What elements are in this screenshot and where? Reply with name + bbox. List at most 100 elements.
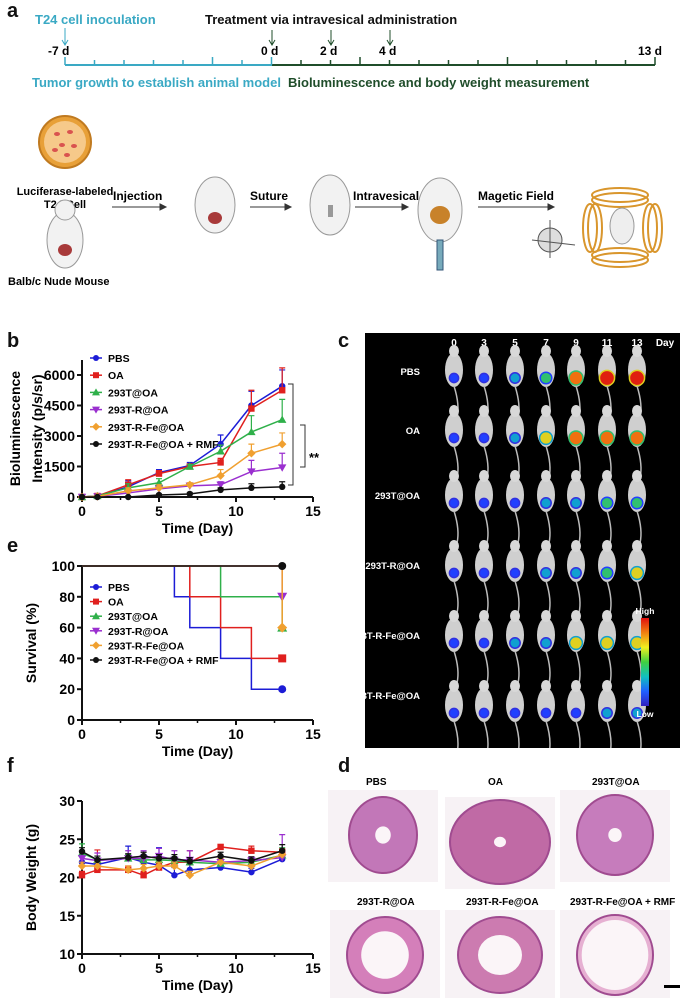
y-tick-label: 40	[59, 650, 75, 666]
signal-spot	[478, 707, 490, 719]
mouse-tail	[545, 580, 551, 614]
mouse-head	[632, 540, 642, 552]
mouse-image	[567, 540, 585, 614]
mouse-tail	[545, 650, 551, 684]
helmholtz-coil-icon	[582, 187, 663, 268]
day-header: 11	[602, 338, 613, 349]
legend-item: 293T-R-Fe@OA	[90, 422, 185, 434]
mouse-image	[628, 540, 646, 614]
mouse-head	[541, 540, 551, 552]
x-tick-label: 15	[305, 503, 321, 519]
histology-label-293t-oa: 293T@OA	[592, 777, 640, 788]
series-5	[82, 562, 287, 570]
mouse-image	[598, 345, 616, 419]
row-label: 293T-R-Fe@OA	[365, 631, 420, 642]
data-point	[278, 562, 287, 570]
histology-label-pbs: PBS	[366, 777, 387, 788]
petri-dish-icon	[38, 115, 92, 169]
data-point	[93, 372, 99, 379]
y-tick-label: 25	[59, 831, 75, 847]
mouse-tail	[514, 650, 520, 684]
data-point	[278, 415, 287, 423]
bladder-lumen	[581, 920, 649, 990]
legend-item: OA	[90, 370, 124, 382]
mouse-head	[571, 680, 581, 692]
data-point	[247, 449, 256, 458]
mouse-head	[571, 345, 581, 357]
signal-spot	[629, 430, 645, 446]
mouse-image	[537, 405, 555, 479]
y-axis-label: Intensity (p/s/sr)	[29, 374, 45, 482]
data-point	[216, 858, 225, 867]
data-point	[139, 864, 148, 873]
data-point	[217, 852, 224, 860]
legend-label: 293T-R@OA	[108, 626, 169, 638]
x-tick-label: 15	[305, 726, 321, 742]
bladder-lumen	[608, 828, 622, 842]
data-point	[93, 584, 99, 590]
mouse-image	[537, 540, 555, 614]
x-tick-label: 15	[305, 960, 321, 976]
y-tick-label: 80	[59, 589, 75, 605]
day-label-2: 2 d	[320, 44, 338, 58]
histology-label-rmf: 293T-R-Fe@OA + RMF	[570, 897, 676, 908]
data-point	[217, 843, 224, 851]
signal-spot	[598, 369, 616, 387]
y-tick-label: 30	[59, 793, 75, 809]
mouse-head	[479, 405, 489, 417]
data-point	[140, 852, 147, 860]
mouse-image	[598, 610, 616, 684]
series-line	[81, 443, 283, 498]
mouse-tail	[453, 510, 459, 544]
mouse-image	[445, 345, 463, 419]
mouse-head	[479, 345, 489, 357]
histology-image	[560, 910, 670, 998]
mouse-head	[479, 610, 489, 622]
signal-spot	[600, 566, 614, 580]
legend-item: 293T-R-Fe@OA	[90, 640, 185, 652]
chart-b: 0 5 10 15 0 1500 3000 4500 6000 Time (Day) Biolumi…	[7, 353, 321, 536]
mouse-head	[632, 345, 642, 357]
schematic-illustration	[38, 115, 663, 271]
mouse-head	[479, 680, 489, 692]
data-point	[279, 387, 286, 394]
mouse-tail	[575, 510, 581, 544]
mouse-image	[475, 610, 493, 684]
data-point	[279, 483, 286, 491]
mouse-image	[537, 610, 555, 684]
mouse-tail	[606, 510, 612, 544]
data-point	[216, 471, 225, 480]
series-line	[81, 856, 283, 877]
series-2	[77, 843, 287, 867]
series-line	[82, 565, 283, 690]
signal-spot	[540, 497, 552, 509]
signal-spot	[448, 567, 460, 579]
day-label-minus7: -7 d	[48, 44, 70, 58]
mouse-tail	[636, 650, 642, 684]
signal-spot	[629, 565, 645, 581]
day-header: 0	[451, 338, 457, 349]
data-point	[277, 622, 288, 633]
y-tick-label: 15	[59, 908, 75, 924]
x-axis-label: Time (Day)	[162, 743, 233, 759]
mouse-image	[475, 405, 493, 479]
y-tick-label: 0	[67, 712, 75, 728]
data-point	[140, 872, 147, 879]
panel-label-d: d	[338, 755, 351, 777]
mouse-image	[506, 470, 524, 544]
mouse-image	[628, 405, 646, 479]
day-header: 7	[543, 338, 549, 349]
data-point	[93, 598, 99, 605]
panel-label-b: b	[7, 330, 20, 352]
data-point	[278, 685, 287, 694]
histology-image	[560, 790, 670, 882]
phase1-label: Tumor growth to establish animal model	[32, 75, 281, 90]
mouse-head	[510, 610, 520, 622]
legend-label: PBS	[108, 353, 130, 365]
signal-spot	[509, 567, 521, 579]
data-point	[92, 422, 100, 431]
signal-spot	[448, 707, 460, 719]
mouse-image	[475, 540, 493, 614]
mouse-image	[506, 345, 524, 419]
data-point	[247, 468, 256, 476]
